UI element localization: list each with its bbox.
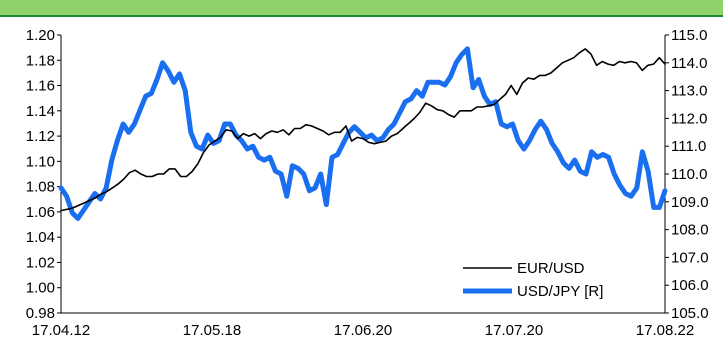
series-line-usdjpy — [58, 46, 668, 221]
right-axis-ticks: 115.0 114.0 113.0 112.0 111.0 110.0 109.0 108.0… — [665, 27, 709, 322]
left-tick-label: 1.10 — [26, 153, 55, 170]
legend: EUR/USD USD/JPY [R] — [463, 260, 603, 300]
right-tick-label: 110.0 — [671, 166, 707, 183]
series-line-eurusd — [60, 48, 666, 212]
left-tick-label: 1.06 — [26, 204, 55, 221]
right-tick-label: 113.0 — [671, 83, 707, 100]
x-tick-label: 17.04.12 — [32, 322, 90, 337]
right-tick-label: 112.0 — [671, 110, 707, 127]
left-tick-label: 1.16 — [26, 78, 55, 95]
right-tick-label: 114.0 — [671, 55, 707, 72]
x-axis-ticks: 17.04.12 17.05.18 17.06.20 17.07.20 17.08.22 — [32, 322, 694, 337]
series-lines — [58, 46, 668, 221]
x-tick-label: 17.08.22 — [636, 322, 694, 337]
legend-label-usdjpy: USD/JPY [R] — [517, 283, 603, 300]
left-tick-label: 0.98 — [26, 305, 55, 322]
legend-label-eurusd: EUR/USD — [517, 260, 585, 277]
right-tick-label: 115.0 — [671, 27, 707, 44]
right-tick-label: 106.0 — [671, 277, 709, 294]
left-tick-label: 1.12 — [26, 128, 55, 145]
right-tick-label: 105.0 — [671, 305, 709, 322]
x-tick-label: 17.07.20 — [485, 322, 543, 337]
left-axis-ticks: 1.20 1.18 1.16 1.14 1.12 1.10 1.08 1.06 1.04 1.02… — [26, 27, 61, 322]
x-tick-label: 17.05.18 — [183, 322, 241, 337]
right-tick-label: 111.0 — [671, 138, 706, 155]
left-tick-label: 1.18 — [26, 52, 55, 69]
left-tick-label: 1.20 — [26, 27, 55, 44]
left-tick-label: 1.00 — [26, 280, 55, 297]
header-band — [0, 0, 723, 15]
left-tick-label: 1.14 — [26, 103, 55, 120]
header-rule — [0, 15, 723, 17]
left-tick-label: 1.08 — [26, 179, 55, 196]
right-tick-label: 108.0 — [671, 222, 709, 239]
x-tick-label: 17.06.20 — [334, 322, 392, 337]
right-tick-label: 107.0 — [671, 249, 709, 266]
left-tick-label: 1.02 — [26, 254, 55, 271]
left-tick-label: 1.04 — [26, 229, 55, 246]
right-tick-label: 109.0 — [671, 194, 709, 211]
